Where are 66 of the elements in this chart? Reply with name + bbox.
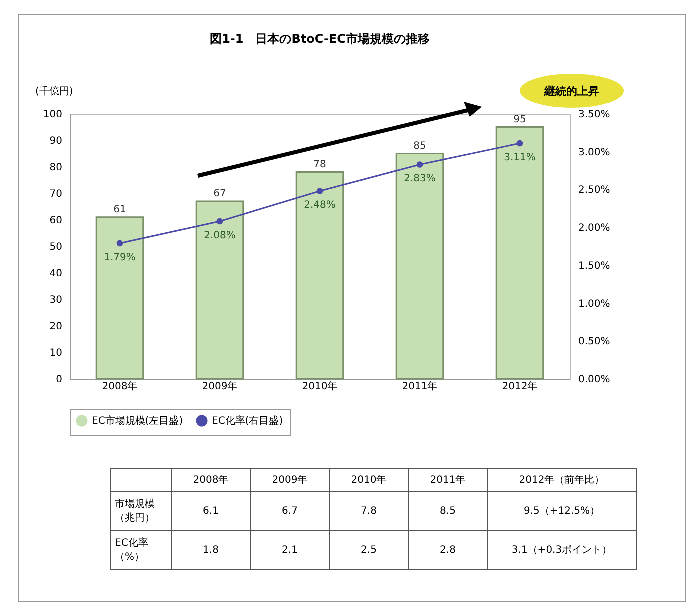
y-tick-label: 90 bbox=[50, 136, 62, 147]
bar bbox=[396, 153, 444, 380]
bar bbox=[196, 200, 244, 380]
legend-label: EC化率(右目盛) bbox=[212, 415, 284, 427]
point bbox=[116, 240, 124, 247]
y-tick-label: 20 bbox=[50, 322, 62, 332]
y-tick-label: 30 bbox=[50, 295, 62, 306]
data-label: 3.11% bbox=[504, 152, 536, 164]
data-label: 2.83% bbox=[404, 174, 436, 185]
text: 6.7 bbox=[250, 492, 330, 530]
text: 市場規模（兆円） bbox=[110, 492, 172, 530]
text: 2010年 bbox=[330, 468, 408, 492]
y-tick-label: 50 bbox=[50, 242, 62, 253]
data-label: 61 bbox=[114, 204, 126, 216]
x-tick-label: 2010年 bbox=[302, 380, 338, 392]
data-label: 85 bbox=[414, 140, 426, 152]
y2-tick-label: 2.50% bbox=[578, 185, 610, 196]
y-tick-label: 70 bbox=[50, 189, 62, 200]
text: 2009年 bbox=[250, 468, 330, 492]
x-tick-label: 2008年 bbox=[102, 380, 138, 392]
data-label: 78 bbox=[314, 159, 326, 170]
text: 6.1 bbox=[172, 492, 250, 530]
text: 2.8 bbox=[408, 530, 488, 570]
point bbox=[416, 162, 424, 168]
y-tick-label: 80 bbox=[50, 162, 62, 174]
text: EC化率（%） bbox=[110, 530, 172, 570]
y2-tick-label: 1.50% bbox=[578, 260, 610, 272]
text: 継続的上昇 bbox=[520, 74, 624, 108]
y-tick-label: 0 bbox=[56, 374, 62, 386]
data-label: 1.79% bbox=[104, 252, 136, 264]
data-label: 95 bbox=[514, 114, 526, 126]
bar bbox=[496, 126, 544, 380]
data-label: 67 bbox=[214, 188, 226, 200]
text: 2012年（前年比） bbox=[488, 468, 636, 492]
y2-tick-label: 3.50% bbox=[578, 110, 610, 120]
y2-tick-label: 1.00% bbox=[578, 298, 610, 310]
text: 1.8 bbox=[172, 530, 250, 570]
point bbox=[316, 188, 324, 194]
y2-tick-label: 0.00% bbox=[578, 374, 610, 386]
y-axis-title: (千億円) bbox=[36, 86, 74, 98]
text: 9.5（+12.5%） bbox=[488, 492, 636, 530]
y-tick-label: 40 bbox=[50, 268, 62, 280]
text: 2011年 bbox=[408, 468, 488, 492]
data-label: 2.08% bbox=[204, 230, 236, 242]
y-tick-label: 60 bbox=[50, 216, 62, 226]
x-tick-label: 2012年 bbox=[502, 380, 538, 392]
y-tick-label: 100 bbox=[43, 110, 62, 120]
chart-title: 図1-1 日本のBtoC-EC市場規模の推移 bbox=[210, 32, 430, 46]
text: 8.5 bbox=[408, 492, 488, 530]
bar bbox=[296, 172, 344, 380]
data-label: 2.48% bbox=[304, 200, 336, 212]
x-tick-label: 2011年 bbox=[402, 380, 438, 392]
point bbox=[516, 140, 524, 147]
point bbox=[216, 218, 224, 225]
bar bbox=[96, 216, 144, 380]
text: 2.1 bbox=[250, 530, 330, 570]
text: 7.8 bbox=[330, 492, 408, 530]
y2-tick-label: 2.00% bbox=[578, 223, 610, 234]
y-tick-label: 10 bbox=[50, 348, 62, 359]
text: 2008年 bbox=[172, 468, 250, 492]
y2-tick-label: 3.00% bbox=[578, 147, 610, 158]
legend-label: EC市場規模(左目盛) bbox=[92, 415, 184, 427]
text: 2.5 bbox=[330, 530, 408, 570]
text: 3.1（+0.3ポイント） bbox=[488, 530, 636, 570]
y2-tick-label: 0.50% bbox=[578, 336, 610, 348]
x-tick-label: 2009年 bbox=[202, 380, 238, 392]
